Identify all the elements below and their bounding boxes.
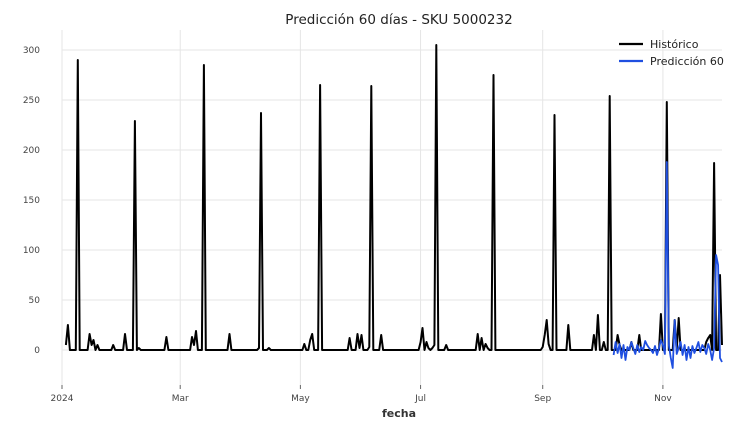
x-axis: 2024 Mar May Jul Sep Nov [51, 385, 672, 404]
x-tick-label: 2024 [51, 394, 74, 404]
y-tick-label: 0 [34, 346, 40, 356]
series-line-0 [64, 44, 723, 351]
series-lines [64, 44, 723, 369]
x-tick-label: May [291, 394, 310, 404]
legend-label-prediccion: Predicción 60 [650, 55, 724, 68]
y-tick-label: 50 [29, 296, 41, 306]
grid [61, 30, 722, 385]
chart-title: Predicción 60 días - SKU 5000232 [285, 12, 512, 28]
legend: Histórico Predicción 60 [619, 38, 724, 68]
y-tick-label: 100 [23, 246, 40, 256]
y-tick-label: 300 [23, 46, 40, 56]
y-tick-label: 250 [23, 96, 40, 106]
x-tick-label: Sep [534, 394, 551, 404]
x-tick-label: Nov [654, 394, 672, 404]
y-tick-label: 200 [23, 146, 40, 156]
series-line-1 [612, 161, 723, 369]
y-tick-label: 150 [23, 196, 40, 206]
x-tick-label: Jul [414, 394, 426, 404]
legend-label-historico: Histórico [650, 38, 699, 51]
y-axis: 0 50 100 150 200 250 300 [23, 46, 40, 356]
x-tick-label: Mar [172, 394, 189, 404]
x-axis-label: fecha [382, 407, 416, 420]
